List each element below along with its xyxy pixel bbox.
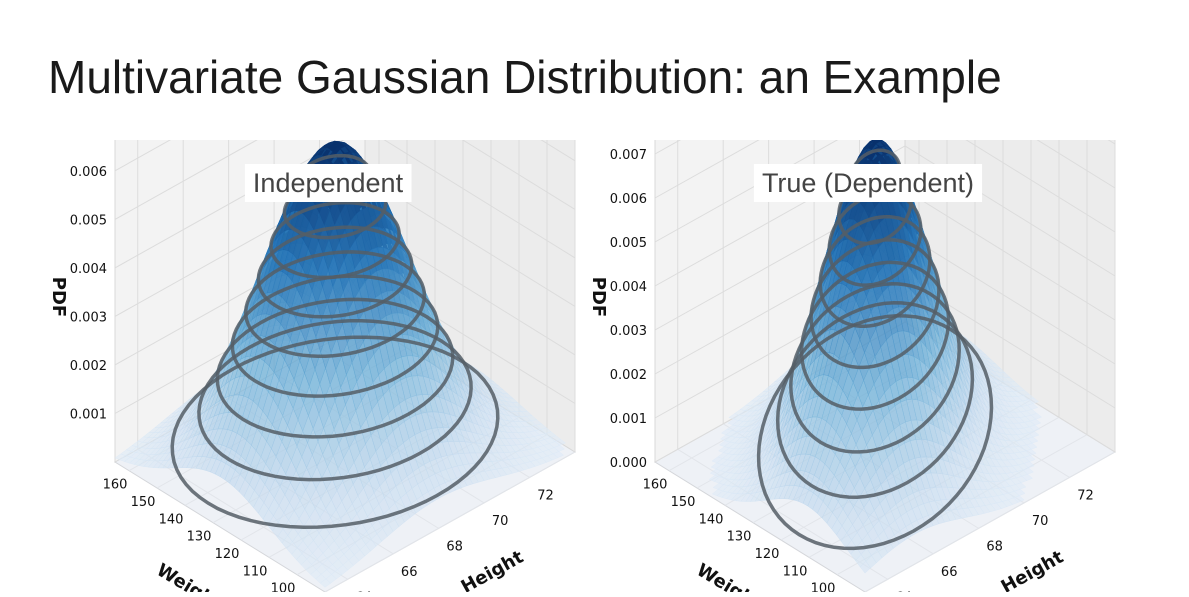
- pdf-tick-label: 0.001: [70, 408, 107, 423]
- weight-tick-label: 120: [755, 547, 780, 562]
- weight-tick-label: 150: [671, 495, 696, 510]
- surface-plot-independent: 1601501401301201101009064666870720.0010.…: [40, 140, 600, 592]
- weight-tick-label: 100: [811, 582, 836, 592]
- pdf-tick-label: 0.005: [610, 236, 647, 251]
- plot-independent: 1601501401301201101009064666870720.0010.…: [40, 140, 600, 592]
- weight-tick-label: 160: [103, 478, 128, 493]
- height-tick-label: 66: [401, 565, 418, 580]
- height-tick-label: 68: [446, 539, 463, 554]
- plot-title-text: True (Dependent): [762, 168, 974, 198]
- height-tick-label: 68: [986, 539, 1003, 554]
- plot-title: Independent: [245, 164, 412, 202]
- weight-tick-label: 140: [699, 512, 724, 527]
- height-tick-label: 70: [1032, 514, 1049, 529]
- pdf-tick-label: 0.001: [610, 412, 647, 427]
- pdf-tick-label: 0.004: [610, 280, 647, 295]
- weight-tick-label: 160: [643, 478, 668, 493]
- pdf-tick-label: 0.002: [610, 368, 647, 383]
- plot-dependent: 1601501401301201101009064666870720.0000.…: [580, 140, 1140, 592]
- pdf-axis-label: PDF: [588, 277, 609, 317]
- weight-tick-label: 140: [159, 512, 184, 527]
- page-title: Multivariate Gaussian Distribution: an E…: [48, 50, 1002, 104]
- pdf-tick-label: 0.003: [610, 324, 647, 339]
- pdf-tick-label: 0.000: [610, 456, 647, 471]
- pdf-tick-label: 0.006: [70, 165, 107, 180]
- surface-plot-dependent: 1601501401301201101009064666870720.0000.…: [580, 140, 1140, 592]
- weight-axis-label: Weight: [153, 560, 226, 592]
- pdf-tick-label: 0.005: [70, 213, 107, 228]
- height-tick-label: 66: [941, 565, 958, 580]
- height-tick-label: 70: [492, 514, 509, 529]
- pdf-tick-label: 0.007: [610, 148, 647, 163]
- pdf-axis-label: PDF: [48, 277, 69, 317]
- height-tick-label: 72: [1077, 489, 1094, 504]
- height-tick-label: 72: [537, 489, 554, 504]
- weight-tick-label: 130: [727, 530, 752, 545]
- height-axis-label: Height: [998, 546, 1068, 592]
- pdf-tick-label: 0.003: [70, 310, 107, 325]
- pdf-tick-label: 0.002: [70, 359, 107, 374]
- plot-title: True (Dependent): [754, 164, 982, 202]
- height-axis-label: Height: [458, 546, 528, 592]
- weight-tick-label: 130: [187, 530, 212, 545]
- weight-tick-label: 150: [131, 495, 156, 510]
- pdf-tick-label: 0.006: [610, 192, 647, 207]
- weight-tick-label: 100: [271, 582, 296, 592]
- plot-title-text: Independent: [253, 168, 404, 198]
- pdf-tick-label: 0.004: [70, 262, 107, 277]
- weight-tick-label: 110: [783, 564, 808, 579]
- weight-tick-label: 110: [243, 564, 268, 579]
- weight-axis-label: Weight: [693, 560, 766, 592]
- weight-tick-label: 120: [215, 547, 240, 562]
